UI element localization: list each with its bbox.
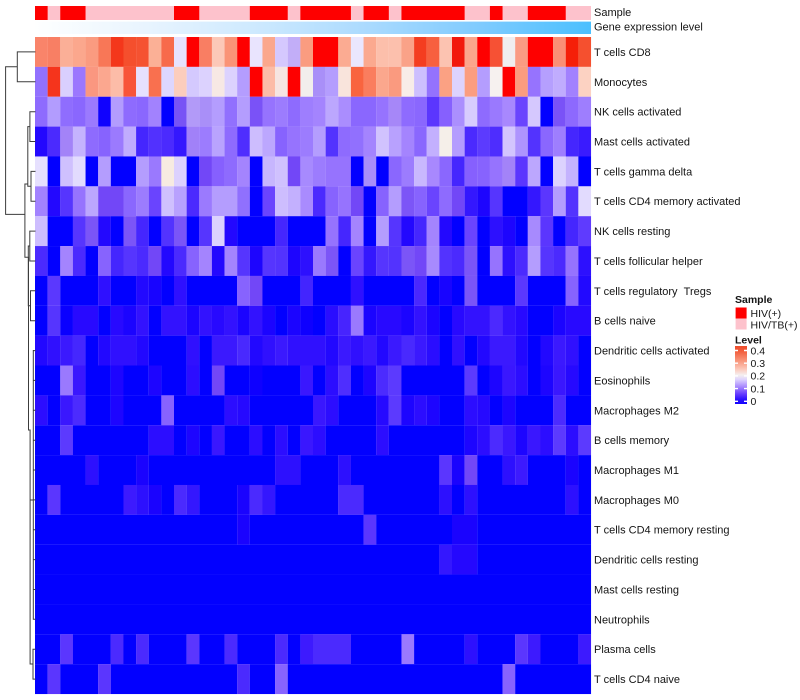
svg-text:Macrophages M2: Macrophages M2: [594, 405, 679, 417]
svg-text:Gene expression level: Gene expression level: [594, 22, 703, 34]
svg-text:Plasma cells: Plasma cells: [594, 644, 656, 656]
svg-text:Level: Level: [735, 335, 762, 347]
svg-text:T cells CD8: T cells CD8: [594, 47, 651, 59]
svg-text:T cells follicular helper: T cells follicular helper: [594, 256, 703, 268]
svg-text:Macrophages M0: Macrophages M0: [594, 495, 679, 507]
svg-text:0.1: 0.1: [751, 383, 766, 395]
svg-text:NK cells resting: NK cells resting: [594, 226, 670, 238]
svg-text:Macrophages M1: Macrophages M1: [594, 465, 679, 477]
svg-text:Neutrophils: Neutrophils: [594, 614, 650, 626]
svg-text:NK cells activated: NK cells activated: [594, 107, 681, 119]
svg-text:Dendritic cells activated: Dendritic cells activated: [594, 346, 710, 358]
svg-text:T cells CD4 memory activated: T cells CD4 memory activated: [594, 196, 741, 208]
svg-text:0.3: 0.3: [751, 358, 766, 370]
svg-text:0: 0: [751, 396, 757, 408]
svg-text:Mast cells resting: Mast cells resting: [594, 585, 679, 597]
svg-text:0.4: 0.4: [751, 345, 766, 357]
svg-text:Mast cells activated: Mast cells activated: [594, 137, 690, 149]
svg-text:Sample: Sample: [594, 7, 631, 19]
svg-text:B cells naive: B cells naive: [594, 316, 656, 328]
svg-text:T cells regulatory Tregs: T cells regulatory Tregs: [594, 286, 712, 298]
svg-text:HIV(+): HIV(+): [751, 308, 782, 320]
svg-text:T cells gamma delta: T cells gamma delta: [594, 166, 693, 178]
svg-text:Monocytes: Monocytes: [594, 77, 648, 89]
svg-text:HIV/TB(+): HIV/TB(+): [751, 319, 798, 331]
svg-text:Dendritic cells resting: Dendritic cells resting: [594, 555, 699, 567]
svg-text:Sample: Sample: [735, 294, 773, 306]
svg-text:0.2: 0.2: [751, 371, 766, 383]
svg-text:Eosinophils: Eosinophils: [594, 375, 651, 387]
svg-text:T cells CD4 naive: T cells CD4 naive: [594, 674, 680, 686]
svg-text:T cells CD4 memory resting: T cells CD4 memory resting: [594, 525, 730, 537]
svg-text:B cells memory: B cells memory: [594, 435, 670, 447]
